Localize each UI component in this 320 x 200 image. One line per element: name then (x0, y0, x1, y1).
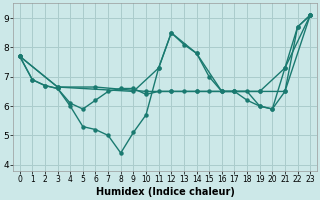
X-axis label: Humidex (Indice chaleur): Humidex (Indice chaleur) (96, 187, 234, 197)
